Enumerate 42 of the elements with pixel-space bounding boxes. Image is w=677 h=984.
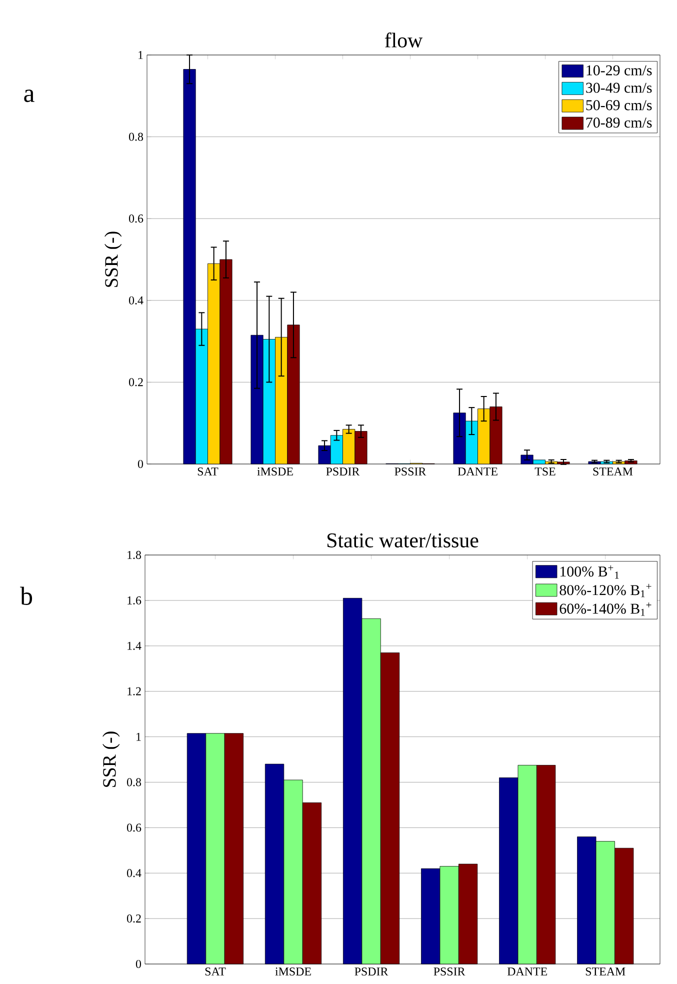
chart-title: Static water/tissue <box>328 533 478 548</box>
text: b <box>20 586 32 606</box>
y-tick-label: 0.2 <box>126 914 141 923</box>
y-tick-label: 0.8 <box>128 132 144 141</box>
y-tick-label: 0.4 <box>128 296 144 304</box>
y-tick-label: 1.4 <box>128 642 142 650</box>
x-tick-label: iMSDE <box>275 968 311 976</box>
x-tick-label: PSDIR <box>354 968 388 976</box>
legend-label: 50-69 cm/s <box>586 100 652 110</box>
x-tick-label: PSSIR <box>394 468 426 476</box>
x-tick-label: SAT <box>205 968 226 976</box>
y-tick-label: 0.6 <box>126 824 142 832</box>
legend-label: 10-29 cm/s <box>586 65 652 76</box>
y-axis-title: SSR (-) <box>102 732 120 787</box>
legend-label: 100% B$^{+}$1 <box>560 565 619 579</box>
x-tick-label: iMSDE <box>257 468 293 476</box>
x-tick-label: STEAM <box>586 968 626 976</box>
x-tick-label: STEAM <box>593 468 633 476</box>
y-tick-label: 0 <box>136 960 142 968</box>
y-axis-title: SSR (-) <box>104 232 122 287</box>
legend-label: 30-49 cm/s <box>586 82 652 93</box>
x-tick-label: SAT <box>198 468 218 476</box>
x-tick-label: DANTE <box>507 968 547 976</box>
y-tick-label: 1.6 <box>128 596 142 604</box>
text: a <box>24 90 34 102</box>
y-tick-label: 0 <box>138 460 144 468</box>
y-tick-label: 1 <box>138 51 143 59</box>
legend-label: 60%-140% B$_{1}$+ <box>560 602 652 616</box>
y-tick-label: 0.2 <box>128 378 143 386</box>
x-tick-label: PSDIR <box>326 468 360 476</box>
y-tick-label: 1.2 <box>128 687 141 696</box>
x-tick-label: DANTE <box>458 468 498 476</box>
y-tick-label: 1.8 <box>128 550 142 560</box>
x-tick-label: TSE <box>534 468 556 476</box>
y-tick-label: 0.6 <box>128 214 144 223</box>
x-tick-label: PSSIR <box>434 968 466 976</box>
chart-title: flow <box>384 32 423 48</box>
y-tick-label: 0.8 <box>126 778 142 786</box>
legend-label: 80%-120% B$_{1}$+ <box>560 584 652 598</box>
y-tick-label: 0.4 <box>126 869 142 878</box>
y-tick-label: 1 <box>136 732 141 741</box>
legend-label: 70-89 cm/s <box>586 118 652 128</box>
